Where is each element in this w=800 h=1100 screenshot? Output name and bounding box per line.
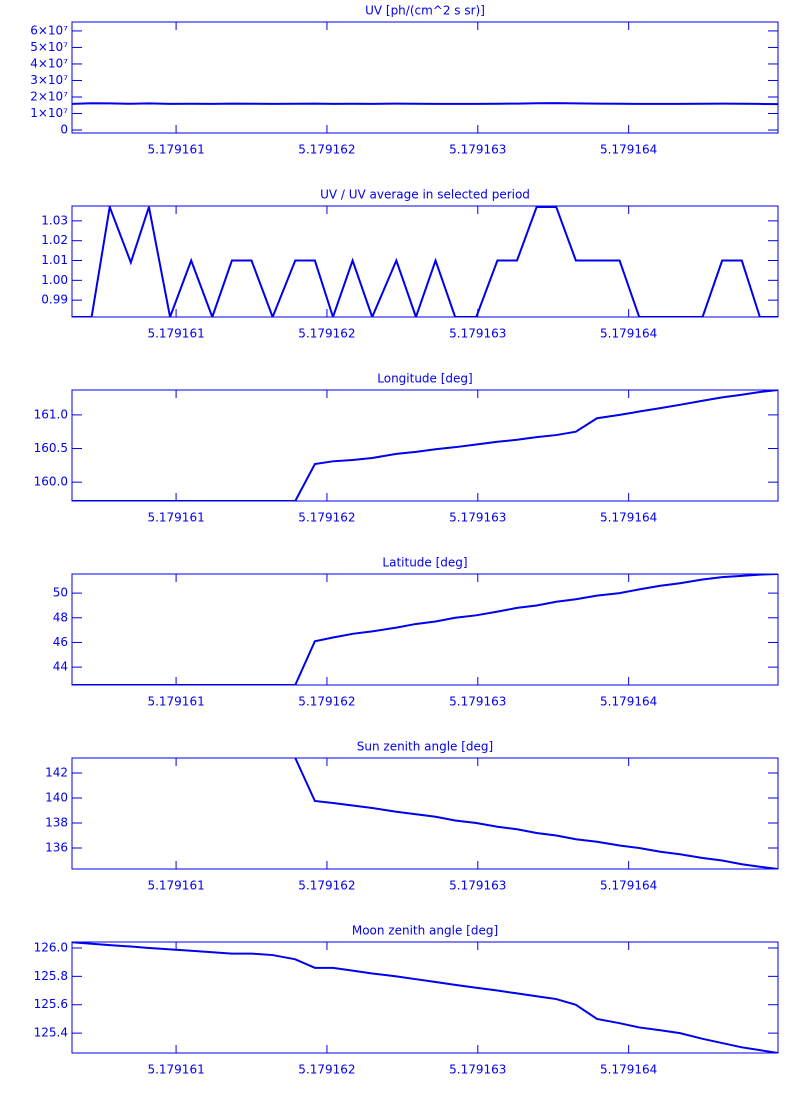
plot-frame [71, 941, 779, 1054]
x-tick-label: 5.179161 [147, 1063, 204, 1077]
y-tick-label: 44 [53, 660, 68, 674]
y-tick-label: 46 [53, 635, 68, 649]
x-tick-label: 5.179163 [449, 1063, 506, 1077]
x-tick-label: 5.179163 [449, 695, 506, 709]
y-tick-label: 140 [45, 791, 68, 805]
x-tick-label: 5.179163 [449, 879, 506, 893]
x-tick-label: 5.179162 [298, 143, 355, 157]
y-tick-label: 4×10⁷ [30, 56, 68, 70]
x-tick-label: 5.179161 [147, 327, 204, 341]
x-tick-label: 5.179161 [147, 143, 204, 157]
plot-frame [71, 573, 779, 686]
plot-frame [71, 21, 779, 134]
y-tick-label: 138 [45, 816, 68, 830]
data-line [72, 942, 778, 1053]
panel-title: UV [ph/(cm^2 s sr)] [365, 4, 485, 18]
data-line [72, 390, 778, 501]
y-tick-label: 1×10⁷ [30, 106, 68, 120]
x-tick-label: 5.179162 [298, 511, 355, 525]
y-tick-label: 1.01 [41, 253, 68, 267]
y-tick-label: 0 [60, 123, 68, 137]
x-tick-label: 5.179163 [449, 511, 506, 525]
x-tick-label: 5.179161 [147, 695, 204, 709]
data-line [294, 758, 778, 869]
y-tick-label: 1.02 [41, 233, 68, 247]
y-tick-label: 125.6 [34, 997, 68, 1011]
x-tick-label: 5.179161 [147, 511, 204, 525]
y-tick-label: 125.4 [34, 1026, 68, 1040]
y-tick-label: 1.00 [41, 273, 68, 287]
x-tick-label: 5.179162 [298, 327, 355, 341]
y-tick-label: 3×10⁷ [30, 73, 68, 87]
y-tick-label: 1.03 [41, 213, 68, 227]
y-tick-label: 160.5 [34, 441, 68, 455]
x-tick-label: 5.179164 [600, 879, 657, 893]
panel-title: Moon zenith angle [deg] [352, 924, 498, 938]
plot-frame [71, 205, 779, 318]
data-line [72, 102, 778, 106]
plot-frame [71, 389, 779, 502]
y-tick-label: 50 [53, 586, 68, 600]
panel-title: Longitude [deg] [377, 372, 472, 386]
y-tick-label: 0.99 [41, 293, 68, 307]
x-tick-label: 5.179164 [600, 511, 657, 525]
x-tick-label: 5.179164 [600, 327, 657, 341]
x-tick-label: 5.179163 [449, 327, 506, 341]
y-tick-label: 5×10⁷ [30, 40, 68, 54]
x-tick-label: 5.179161 [147, 879, 204, 893]
y-tick-label: 6×10⁷ [30, 23, 68, 37]
y-tick-label: 2×10⁷ [30, 89, 68, 103]
x-tick-label: 5.179164 [600, 695, 657, 709]
y-tick-label: 160.0 [34, 475, 68, 489]
y-tick-label: 125.8 [34, 969, 68, 983]
x-tick-label: 5.179162 [298, 695, 355, 709]
data-line [72, 574, 778, 685]
x-tick-label: 5.179163 [449, 143, 506, 157]
y-tick-label: 142 [45, 766, 68, 780]
y-tick-label: 161.0 [34, 407, 68, 421]
y-tick-label: 136 [45, 841, 68, 855]
y-tick-label: 126.0 [34, 940, 68, 954]
x-tick-label: 5.179164 [600, 143, 657, 157]
plot-frame [71, 757, 779, 870]
x-tick-label: 5.179162 [298, 879, 355, 893]
y-tick-label: 48 [53, 610, 68, 624]
data-line [72, 206, 778, 317]
panel-title: UV / UV average in selected period [320, 188, 530, 202]
x-tick-label: 5.179164 [600, 1063, 657, 1077]
panel-title: Latitude [deg] [382, 556, 467, 570]
panel-title: Sun zenith angle [deg] [357, 740, 493, 754]
x-tick-label: 5.179162 [298, 1063, 355, 1077]
